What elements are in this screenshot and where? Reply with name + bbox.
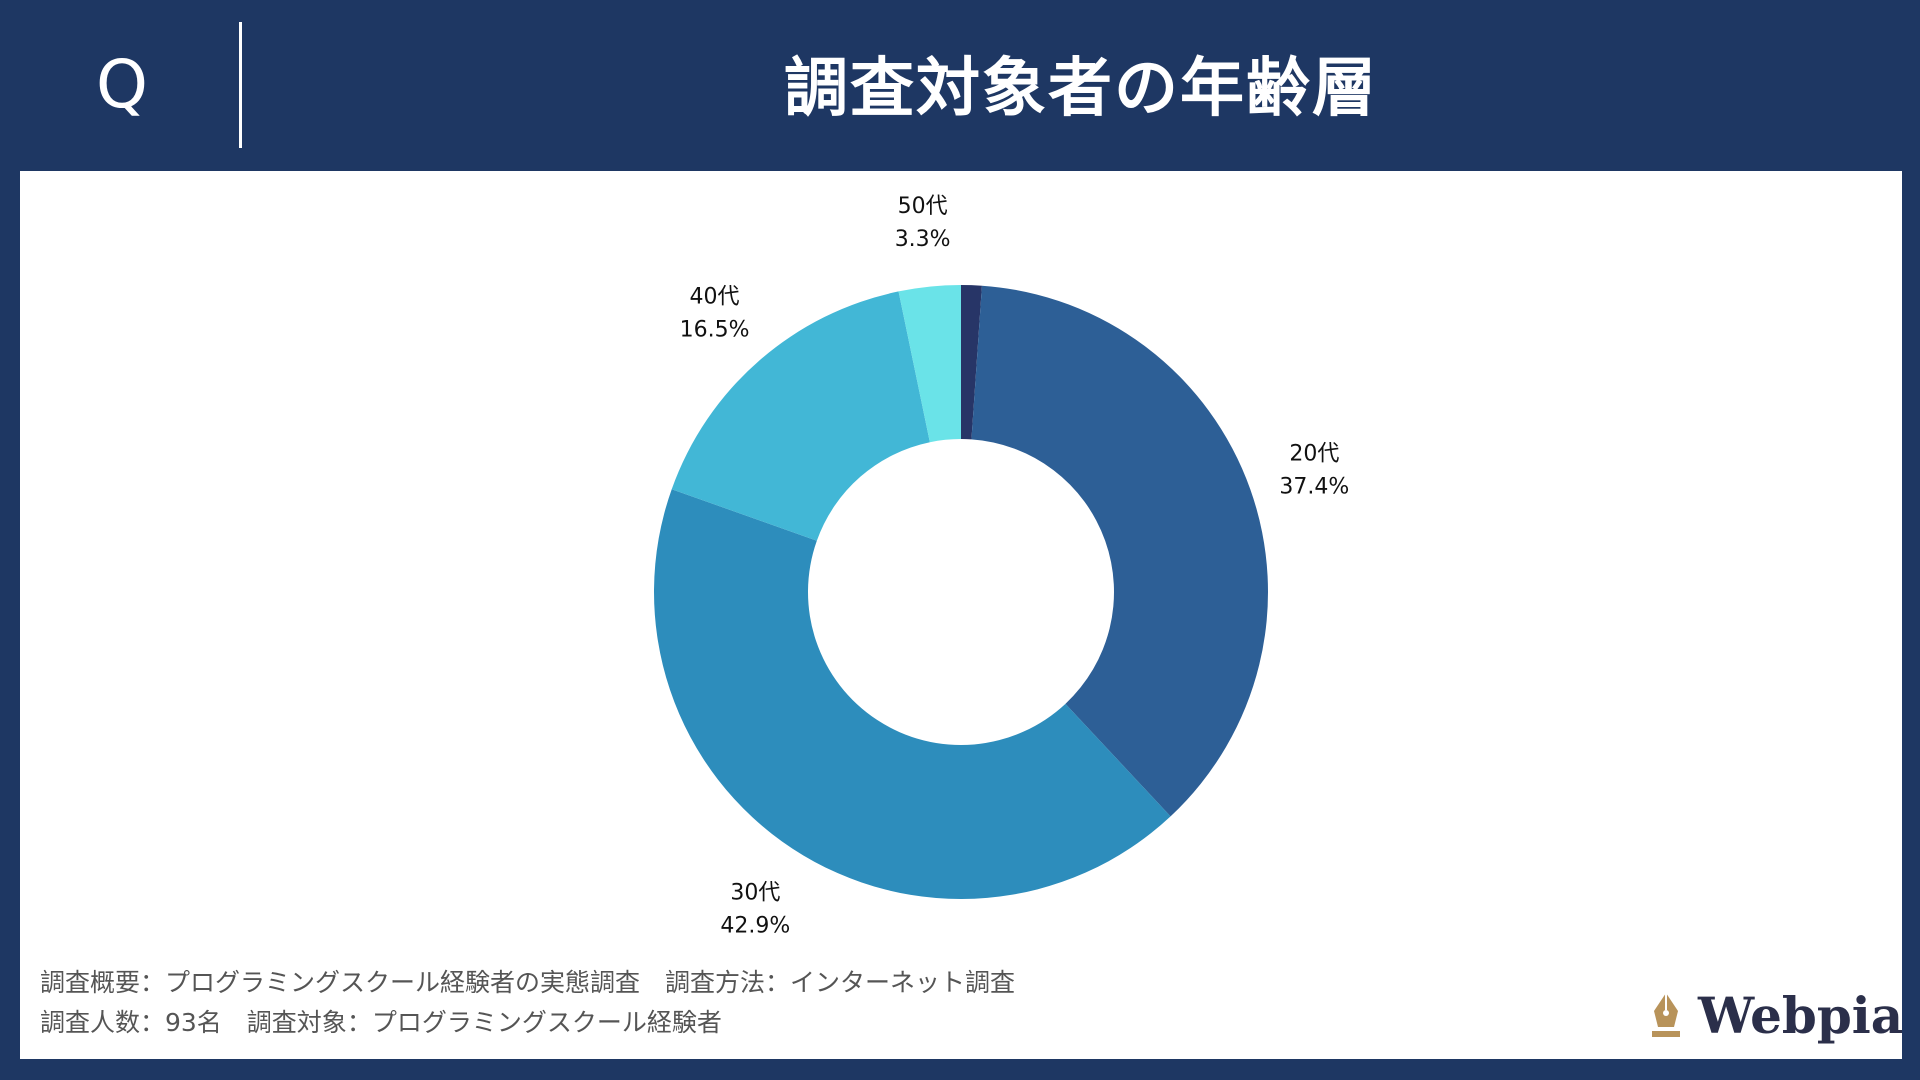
slice-percent-label: 37.4% (1279, 474, 1349, 499)
content-panel: 20代 37.4% 30代 42.9% 40代 16.5% 50代 3.3% 調査概要：プログ… (20, 171, 1903, 1059)
header-bar: Q 調査対象者の年齢層 (0, 0, 1920, 171)
slice-category-label: 50代 (898, 194, 948, 219)
question-mark: Q (96, 46, 148, 123)
donut-slice-50代 (898, 285, 961, 443)
donut-slice-unlabeled (961, 285, 982, 440)
slice-category-label: 30代 (730, 881, 780, 906)
header-divider (239, 22, 242, 148)
webpia-logo: Webpia (1648, 981, 1903, 1051)
donut-slice-40代 (671, 291, 930, 541)
page-title: 調査対象者の年齢層 (784, 52, 1378, 126)
slice-category-label: 20代 (1289, 441, 1339, 466)
slice-category-label: 40代 (690, 284, 740, 309)
logo-text: Webpia (1698, 986, 1904, 1045)
slice-percent-label: 16.5% (680, 317, 750, 342)
donut-slice-20代 (971, 285, 1268, 817)
slice-percent-label: 3.3% (895, 227, 951, 252)
pen-nib-icon (1652, 993, 1680, 1037)
slice-percent-label: 42.9% (720, 914, 790, 939)
survey-details-line: 調査人数：93名 調査対象：プログラミングスクール経験者 (40, 1008, 722, 1037)
survey-summary-line: 調査概要：プログラミングスクール経験者の実態調査 調査方法：インターネット調査 (40, 968, 1016, 997)
donut-chart: 20代 37.4% 30代 42.9% 40代 16.5% 50代 3.3% (653, 194, 1349, 939)
donut-slice-30代 (653, 489, 1171, 900)
